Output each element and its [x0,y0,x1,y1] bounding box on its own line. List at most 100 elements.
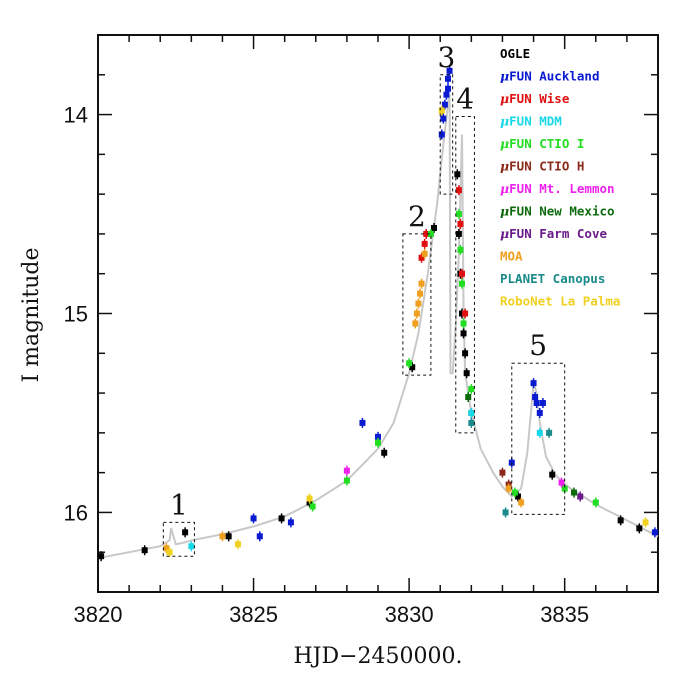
data-point [549,469,556,480]
data-point [462,308,469,319]
data-point [418,278,425,289]
zoom-box [162,521,195,557]
legend-entry: OGLE [500,46,530,61]
data-point [533,398,540,409]
x-axis-label: HJD−2450000. [293,644,462,669]
data-point [441,99,448,110]
data-point [225,531,232,542]
data-point [413,308,420,319]
legend-entry: μFUN MDM [500,114,562,129]
data-point [530,378,537,389]
data-point [359,417,366,428]
data-point [577,491,584,502]
data-point [381,447,388,458]
data-point [511,487,518,498]
data-point [412,318,419,329]
data-point [558,477,565,488]
data-point [454,169,461,180]
data-point [409,362,416,373]
legend: OGLE μFUN Auckland μFUN Wise μFUN MDM μFUN C… [500,46,620,309]
data-point [642,517,649,528]
x-tick-label: 3830 [385,602,434,627]
data-point [460,328,467,339]
data-point [406,358,413,369]
data-point [515,491,521,502]
data-point [536,407,543,418]
data-point [462,348,469,359]
data-point [188,541,195,552]
x-tick-label: 3825 [229,602,278,627]
model-curve [97,94,659,560]
x-tick-label: 3820 [74,602,123,627]
zoom-box-label: 5 [529,329,547,362]
legend-entry: RoboNet La Palma [500,294,620,309]
data-points-group [98,65,658,562]
legend-entry: PLANET Canopus [500,271,605,286]
legend-entry: μFUN CTIO I [500,136,584,151]
zoom-box [511,362,566,515]
data-point [421,238,428,249]
data-point [141,545,148,556]
data-point [182,527,189,538]
data-point [518,497,525,508]
data-point [445,83,451,94]
data-point [438,129,445,140]
legend-entry: μFUN Auckland [500,69,599,84]
data-point [446,65,453,76]
zoom-boxes-group: 1 2 34 5 [162,41,566,557]
data-point [250,513,257,524]
axis-labels: HJD−2450000. I magnitude [19,247,463,669]
data-point [536,427,543,438]
data-point [309,501,316,512]
data-point [460,318,467,329]
data-point [459,308,465,319]
y-axis-label: I magnitude [19,247,44,382]
data-point [468,384,475,395]
data-point [343,465,350,476]
data-point [415,298,422,309]
data-point [235,539,241,550]
data-point [499,467,506,478]
zoom-box-label: 1 [170,488,188,521]
data-point [445,73,451,84]
data-point [343,475,350,486]
legend-entry: μFUN Farm Cove [500,226,607,241]
data-point [219,531,226,542]
zoom-box-label: 4 [456,83,474,116]
legend-entry: μFUN Wise [500,91,570,106]
data-point [571,487,577,498]
data-point [457,218,464,229]
data-point [651,527,658,538]
data-point [438,105,445,116]
data-point [98,551,105,562]
zoom-box [439,74,454,195]
x-tick-label: 3835 [540,602,589,627]
zoom-box [402,233,432,376]
y-tick-label: 16 [64,500,88,525]
data-point [418,252,425,263]
data-point [455,185,462,196]
data-point [421,248,428,259]
model-curve-group [97,94,659,560]
legend-entry: μFUN New Mexico [500,204,615,219]
data-point [455,228,462,239]
data-point [306,493,313,504]
y-tick-label: 14 [64,103,88,128]
y-tick-label: 15 [64,302,88,327]
data-point [256,531,263,542]
zoom-box-label: 2 [408,200,426,233]
legend-entry: μFUN Mt. Lemmon [500,181,615,196]
data-point [459,278,465,289]
data-point [463,368,470,379]
data-point [459,268,465,279]
data-point [431,222,437,233]
data-point [617,515,624,526]
data-point [455,209,462,220]
data-point [278,513,285,524]
data-point [423,228,430,239]
data-point [592,497,599,508]
data-point [375,437,381,448]
data-point [465,392,472,403]
